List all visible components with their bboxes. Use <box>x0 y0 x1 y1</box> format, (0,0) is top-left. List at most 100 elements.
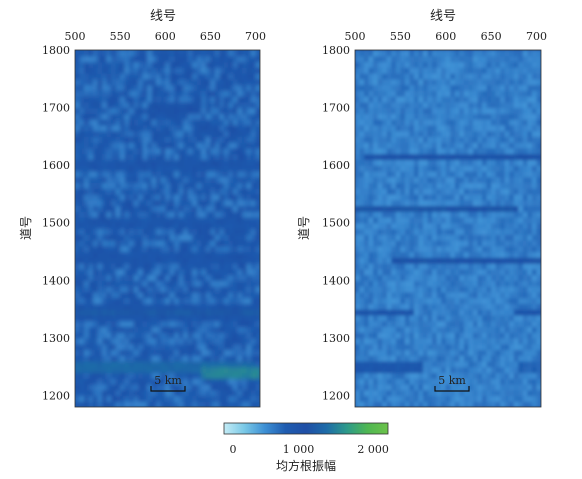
heatmap-cell <box>377 96 383 103</box>
heatmap-cell <box>404 401 410 407</box>
heatmap-cell <box>79 113 85 120</box>
heatmap-cell <box>151 286 157 293</box>
heatmap-cell <box>418 136 424 143</box>
heatmap-cell <box>527 136 533 143</box>
heatmap-cell <box>500 153 506 160</box>
heatmap-cell <box>102 176 108 184</box>
heatmap-cell <box>414 101 420 109</box>
heatmap-cell <box>192 205 198 212</box>
heatmap-cell <box>513 297 519 304</box>
heatmap-cell <box>486 360 492 368</box>
heatmap-cell <box>75 326 81 333</box>
heatmap-cell <box>151 147 157 155</box>
heatmap-cell <box>255 268 260 276</box>
heatmap-cell <box>522 349 528 356</box>
heatmap-cell <box>491 211 497 218</box>
heatmap-cell <box>88 222 94 230</box>
heatmap-cell <box>142 384 148 391</box>
heatmap-cell <box>395 147 401 155</box>
heatmap-cell <box>482 130 488 137</box>
heatmap-cell <box>210 245 216 253</box>
heatmap-cell <box>513 395 519 402</box>
heatmap-cell <box>75 211 81 218</box>
heatmap-cell <box>129 263 135 270</box>
heatmap-cell <box>255 199 260 207</box>
heatmap-cell <box>400 286 406 293</box>
heatmap-cell <box>210 67 216 74</box>
heatmap-cell <box>111 136 117 143</box>
heatmap-cell <box>124 50 130 57</box>
heatmap-cell <box>129 360 135 368</box>
heatmap-cell <box>93 73 99 80</box>
heatmap-cell <box>142 332 148 339</box>
heatmap-cell <box>377 101 383 109</box>
heatmap-cell <box>102 286 108 293</box>
heatmap-cell <box>463 291 469 299</box>
heatmap-cell <box>495 130 501 137</box>
heatmap-cell <box>445 170 451 178</box>
heatmap-cell <box>223 211 229 218</box>
heatmap-cell <box>138 90 144 97</box>
heatmap-cell <box>183 366 189 374</box>
heatmap-cell <box>409 274 415 281</box>
heatmap-cell <box>386 119 392 126</box>
heatmap-cell <box>527 337 533 345</box>
heatmap-cell <box>165 107 171 114</box>
heatmap-cell <box>373 107 379 114</box>
y-tick-label: 1800 <box>322 44 350 57</box>
heatmap-cell <box>187 182 193 189</box>
heatmap-cell <box>404 142 410 149</box>
heatmap-cell <box>436 303 442 310</box>
heatmap-cell <box>138 165 144 172</box>
heatmap-cell <box>513 360 519 368</box>
heatmap-cell <box>102 217 108 224</box>
heatmap-cell <box>187 251 193 258</box>
heatmap-cell <box>183 263 189 270</box>
heatmap-cell <box>178 124 184 132</box>
heatmap-cell <box>237 291 243 299</box>
heatmap-cell <box>237 372 243 379</box>
heatmap-cell <box>219 309 225 316</box>
heatmap-cell <box>395 240 401 247</box>
heatmap-cell <box>495 360 501 368</box>
heatmap-cell <box>513 286 519 293</box>
heatmap-cell <box>165 153 171 160</box>
heatmap-cell <box>88 228 94 235</box>
heatmap-cell <box>165 217 171 224</box>
heatmap-cell <box>382 251 388 258</box>
heatmap-cell <box>183 401 189 407</box>
heatmap-cell <box>373 286 379 293</box>
heatmap-cell <box>522 291 528 299</box>
heatmap-cell <box>509 245 515 253</box>
heatmap-cell <box>178 107 184 114</box>
heatmap-cell <box>527 182 533 189</box>
heatmap-cell <box>409 303 415 310</box>
heatmap-cell <box>436 67 442 74</box>
heatmap-cell <box>486 124 492 132</box>
heatmap-cell <box>237 314 243 322</box>
heatmap-cell <box>491 320 497 327</box>
heatmap-cell <box>147 240 153 247</box>
heatmap-cell <box>486 130 492 137</box>
heatmap-cell <box>192 211 198 218</box>
heatmap-cell <box>454 55 460 63</box>
heatmap-cell <box>115 384 121 391</box>
heatmap-cell <box>527 355 533 362</box>
heatmap-cell <box>482 389 488 397</box>
heatmap-cell <box>228 291 234 299</box>
heatmap-cell <box>504 194 510 201</box>
heatmap-cell <box>147 349 153 356</box>
heatmap-cell <box>395 366 401 374</box>
heatmap-cell <box>463 257 469 264</box>
heatmap-cell <box>111 113 117 120</box>
heatmap-cell <box>246 343 252 351</box>
heatmap-cell <box>84 182 90 189</box>
heatmap-cell <box>156 343 162 351</box>
heatmap-cell <box>473 96 479 103</box>
heatmap-cell <box>482 217 488 224</box>
heatmap-cell <box>147 55 153 63</box>
heatmap-cell <box>377 389 383 397</box>
heatmap-cell <box>459 257 465 264</box>
heatmap-cell <box>527 194 533 201</box>
heatmap-cell <box>120 268 126 276</box>
